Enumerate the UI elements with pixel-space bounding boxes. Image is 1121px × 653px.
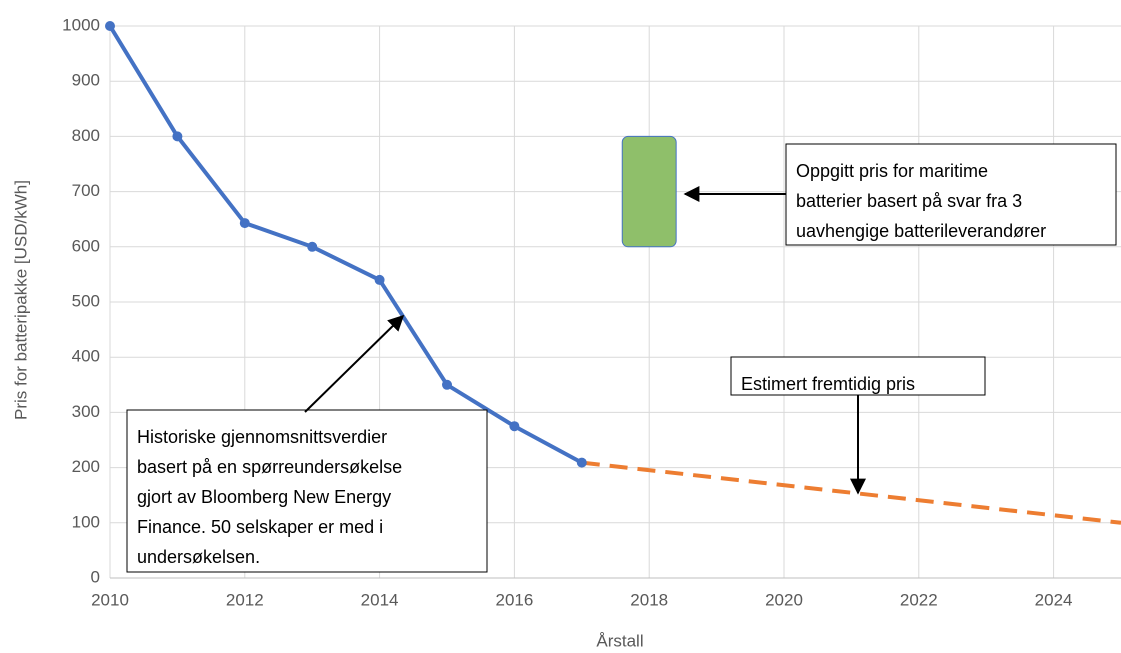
annotation-box <box>126 409 488 573</box>
y-tick-label: 500 <box>72 291 100 310</box>
data-point <box>307 241 318 252</box>
x-tick-label: 2022 <box>900 590 938 609</box>
series-line <box>581 460 1121 525</box>
annotation-text: Historiske gjennomsnittsverdier <box>137 427 387 447</box>
annotation-text: gjort av Bloomberg New Energy <box>137 487 391 507</box>
data-point <box>239 218 250 229</box>
annotation-box <box>785 143 1117 246</box>
annotation-text: Finance. 50 selskaper er med i <box>137 517 383 537</box>
y-tick-label: 1000 <box>62 15 100 34</box>
y-tick-label: 700 <box>72 181 100 200</box>
y-tick-label: 800 <box>72 126 100 145</box>
annotation-box <box>730 356 986 396</box>
annotation-text: basert på en spørreundersøkelse <box>137 457 402 477</box>
annotation-text: batterier basert på svar fra 3 <box>796 191 1022 211</box>
data-point <box>105 21 115 31</box>
annotation-text: Oppgitt pris for maritime <box>796 161 988 181</box>
series-line <box>108 24 583 465</box>
y-tick-label: 400 <box>72 347 100 366</box>
data-point <box>374 274 385 285</box>
x-axis-label: Årstall <box>596 631 643 650</box>
y-tick-label: 200 <box>72 457 100 476</box>
y-tick-label: 0 <box>91 567 100 586</box>
data-point <box>576 457 587 468</box>
y-tick-label: 600 <box>72 236 100 255</box>
data-point <box>442 379 452 390</box>
y-tick-label: 300 <box>72 402 100 421</box>
x-tick-label: 2014 <box>361 590 399 609</box>
data-point <box>509 421 520 432</box>
y-tick-label: 100 <box>72 512 100 531</box>
x-tick-label: 2024 <box>1035 590 1073 609</box>
x-tick-label: 2012 <box>226 590 264 609</box>
x-tick-label: 2020 <box>765 590 803 609</box>
annotation-text: uavhengige batterileverandører <box>796 221 1046 241</box>
y-tick-label: 900 <box>72 71 100 90</box>
annotation-arrow <box>304 314 405 413</box>
annotation-text: undersøkelsen. <box>137 547 260 567</box>
x-tick-label: 2018 <box>630 590 668 609</box>
price-range <box>621 135 677 248</box>
x-tick-label: 2010 <box>91 590 129 609</box>
data-point <box>172 131 183 142</box>
y-axis-label: Pris for batteripakke [USD/kWh] <box>11 180 30 420</box>
x-tick-label: 2016 <box>495 590 533 609</box>
annotation-text: Estimert fremtidig pris <box>741 374 915 394</box>
